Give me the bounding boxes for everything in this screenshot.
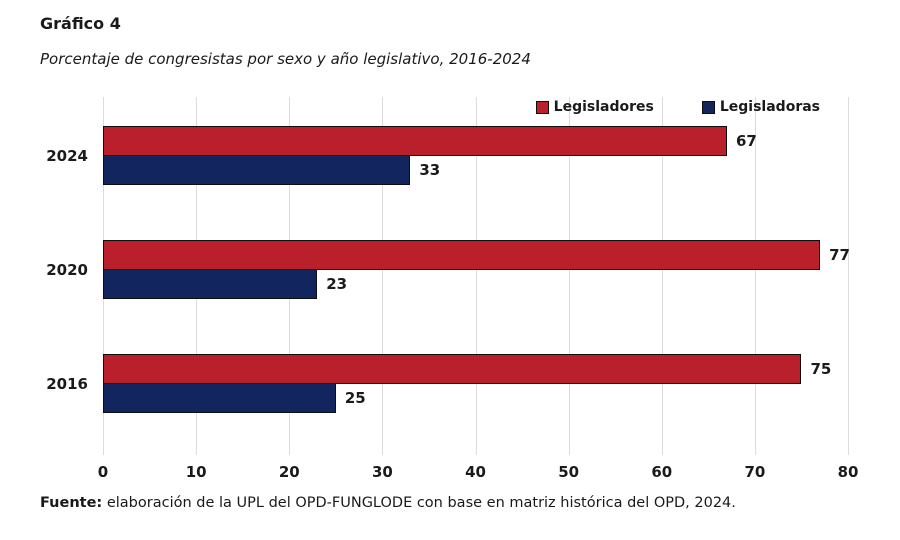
chart-title: Gráfico 4 [40, 14, 121, 33]
legend-swatch-legisladores [535, 100, 549, 114]
value-label: 77 [829, 246, 850, 264]
gridline [475, 97, 477, 455]
bar-legisladores-2024 [103, 126, 727, 156]
value-label: 25 [344, 389, 366, 407]
source-note: Fuente: elaboración de la UPL del OPD-FU… [40, 495, 736, 511]
bar-legisladoras-2024 [103, 155, 411, 185]
gridline [382, 97, 384, 455]
gridline [754, 97, 756, 455]
x-tick-label: 80 [837, 463, 859, 481]
x-tick-label: 0 [97, 463, 109, 481]
bar-legisladores-2020 [103, 240, 821, 270]
year-label: 2020 [46, 261, 88, 279]
value-label: 23 [326, 275, 348, 293]
legend-item-legisladores: Legisladores [535, 99, 654, 115]
legend-swatch-legisladoras [701, 100, 715, 114]
bar-group-2020: 2020 77 23 [46, 240, 850, 300]
x-tick-label: 70 [744, 463, 766, 481]
x-tick-label: 30 [371, 463, 393, 481]
source-label: Fuente: [40, 495, 103, 511]
bar-legisladores-2016 [103, 354, 802, 384]
bar-group-2016: 2016 75 25 [46, 354, 848, 414]
source-text: elaboración de la UPL del OPD-FUNGLODE c… [102, 495, 736, 511]
year-label: 2016 [46, 375, 88, 393]
legend-label: Legisladores [553, 99, 654, 115]
legend-label: Legisladoras [719, 99, 820, 115]
gridline [661, 97, 663, 455]
plot-area: Legisladores Legisladoras 2024 67 33 2020 77 2… [46, 97, 858, 481]
gridline [848, 97, 849, 455]
value-label: 67 [735, 132, 757, 150]
x-tick-label: 10 [185, 463, 207, 481]
value-label: 33 [419, 161, 441, 179]
x-tick-label: 60 [651, 463, 673, 481]
legend: Legisladores Legisladoras [535, 99, 820, 115]
bar-legisladoras-2016 [103, 383, 336, 413]
gridline [568, 97, 570, 455]
x-tick-label: 40 [465, 463, 486, 481]
value-label: 75 [810, 360, 832, 378]
bar-legisladoras-2020 [103, 269, 318, 299]
legend-item-legisladoras: Legisladoras [701, 99, 820, 115]
year-label: 2024 [46, 147, 88, 165]
x-tick-label: 50 [558, 463, 580, 481]
x-tick-label: 20 [278, 463, 300, 481]
chart-subtitle: Porcentaje de congresistas por sexo y añ… [40, 50, 531, 68]
bar-group-2024: 2024 67 33 [46, 126, 848, 186]
